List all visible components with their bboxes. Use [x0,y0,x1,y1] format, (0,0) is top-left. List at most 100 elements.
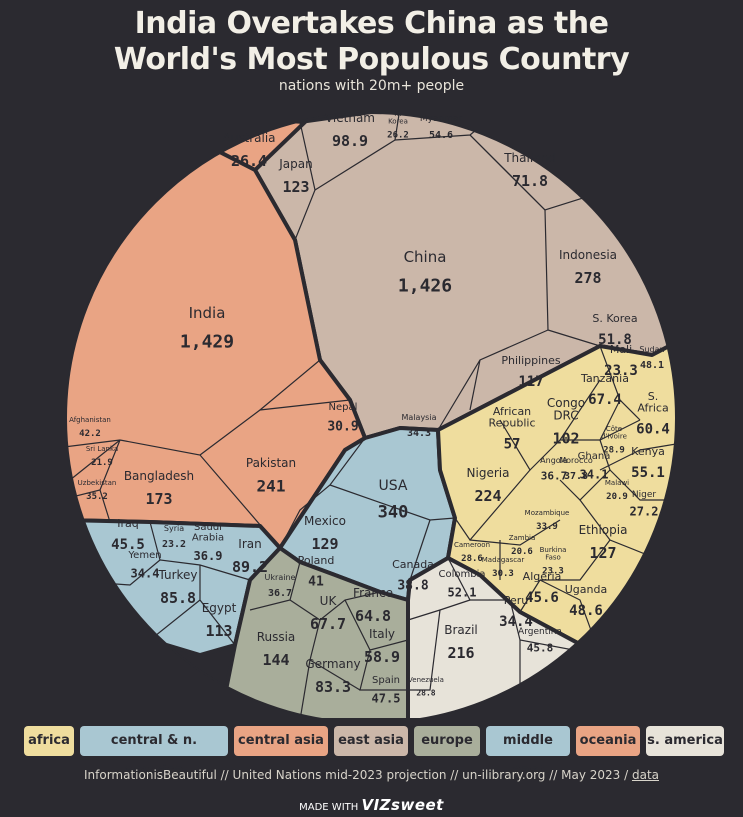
country-brazil: Brazil 216 [444,623,478,662]
country-label: Niger [632,490,656,500]
country-zambia: Zambia 20.6 [509,534,536,557]
country-value: 241 [257,477,286,496]
country-label: Tanzania [580,372,629,385]
cell-border [289,591,381,621]
country-label: Turkey [157,568,197,582]
country-malawi: Malawi 20.9 [605,479,629,502]
country-n-korea: N.Korea 26.2 [387,110,409,140]
country-value: 1,429 [180,331,234,352]
legend-item-east-asia: east asia [334,726,408,756]
country-label: Italy [369,627,395,641]
country-value: 42.2 [79,429,101,439]
country-value: 34.4 [131,567,160,581]
country-poland: Poland 41 [298,554,335,589]
country-mali: Mali 23.3 [604,343,638,379]
country-value: 67.4 [588,392,622,408]
country-indonesia: Indonesia 278 [559,248,617,287]
country-value: 89.2 [232,558,268,576]
country-russia: Russia 144 [257,630,296,669]
country-label: Nepal [329,402,358,413]
country-value: 340 [378,502,409,522]
made-with-text: MADE WITH [299,802,359,813]
cell-border [609,469,676,501]
country-syria: Syria 23.2 [162,524,186,550]
country-label: UK [320,594,338,608]
cell-border [599,439,676,471]
footer-source: InformationisBeautiful // United Nations… [0,768,743,782]
country-angola: Angola 36.7 [540,456,568,483]
country-india: India 1,429 [180,304,234,352]
country-label: China [404,248,447,266]
country-label: Canada [392,558,434,571]
country-label: Syria [164,524,184,533]
country-label: Burkina [540,546,567,554]
country-mozambique: Mozambique 33.9 [525,509,570,532]
country-usa: USA 340 [378,478,409,522]
cell-border [259,359,321,411]
country-label: Vietnam [325,111,375,125]
country-argentina: Argentina 45.8 [518,627,562,655]
country-canada: Canada 38.8 [392,558,434,593]
cell-border [408,609,441,691]
country-value: 34.3 [407,428,431,439]
country-label: Japan [278,157,312,171]
country-malaysia: Malaysia 34.3 [402,413,437,439]
country-label: Yemen [127,550,161,561]
country-label: Algeria [523,570,562,583]
country-label: Congo [547,396,585,410]
country-label: Thailand [503,151,556,165]
country-value: 34.4 [499,614,533,630]
country-label: Côte [606,425,622,433]
cell-border [559,439,611,501]
cell-border [149,521,251,581]
cell-border [99,489,111,523]
cell-border [454,419,531,541]
country-label: Kenya [631,445,665,458]
country-label: African [493,405,531,418]
country-label: Nigeria [467,466,510,480]
cell-border [519,579,541,613]
country-label: Cameroon [454,541,490,549]
cell-border [409,519,431,581]
country-vietnam: Vietnam 98.9 [325,111,375,150]
country-value: 64.8 [355,607,391,625]
chart-outline [65,112,677,720]
country-uganda: Uganda 48.6 [565,583,607,619]
country-label: Mexico [304,514,346,528]
country-value: 28.8 [416,688,435,697]
country-label: Korea [388,117,408,125]
country-myanmar: Myanmar 54.6 [420,114,463,141]
legend-item-europe: europe [414,726,480,756]
country-china: China 1,426 [398,248,452,296]
country-label: Spain [372,675,400,686]
data-link[interactable]: data [631,768,659,782]
country-iran: Iran 89.2 [232,537,268,576]
country-label: N. [394,110,401,118]
country-label: Colombia [439,569,486,580]
legend-item-middle-east: middle east [486,726,570,778]
country-nepal: Nepal 30.9 [327,402,358,434]
country-label: S. [648,390,658,403]
country-morocco: Morocco 37.8 [559,456,593,482]
country-label: Australia [222,131,275,145]
country-value: 113 [205,622,232,640]
country-kenya: Kenya 55.1 [631,445,665,481]
country-label: Ghana [578,451,611,462]
country-label: Egypt [202,601,237,615]
country-value: 28.9 [603,445,625,455]
legend-item-central-asia: central asia [234,726,328,756]
country-label: Ethiopia [579,523,628,537]
country-label: Myanmar [420,114,463,124]
country-france: France 64.8 [353,586,393,625]
country-afghanistan: Afghanistan 42.2 [69,416,111,439]
country-value: 52.1 [448,586,477,600]
country-madagascar: Madagascar 30.3 [482,556,525,579]
country-label: Afghanistan [69,416,111,424]
country-japan: Japan 123 [278,157,312,196]
country-value: 23.3 [542,566,564,576]
country-thailand: Thailand 71.8 [503,151,556,190]
country-value: 144 [262,651,289,669]
